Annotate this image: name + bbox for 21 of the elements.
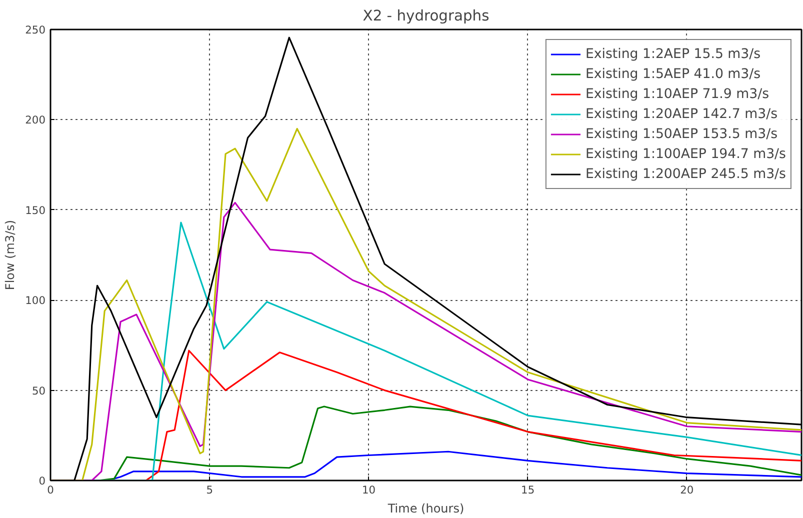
legend-label: Existing 1:2AEP 15.5 m3/s (585, 46, 761, 62)
y-tick-label: 150 (25, 204, 46, 217)
x-axis-title: Time (hours) (386, 502, 464, 516)
x-tick-label: 0 (47, 484, 54, 496)
y-tick-label: 100 (25, 294, 46, 308)
legend-label: Existing 1:100AEP 194.7 m3/s (585, 146, 786, 162)
legend-label: Existing 1:10AEP 71.9 m3/s (585, 86, 770, 102)
y-tick-label: 50 (32, 384, 46, 398)
x-tick-label: 20 (680, 484, 694, 496)
legend-label: Existing 1:200AEP 245.5 m3/s (585, 166, 786, 182)
legend-label: Existing 1:50AEP 153.5 m3/s (585, 126, 778, 142)
x-tick-label: 10 (362, 484, 376, 496)
x-tick-label: 15 (521, 484, 535, 496)
y-tick-label: 200 (25, 114, 46, 127)
legend-label: Existing 1:20AEP 142.7 m3/s (585, 106, 778, 122)
y-tick-label: 250 (25, 24, 46, 36)
y-axis-title: Flow (m3/s) (3, 220, 18, 290)
legend-label: Existing 1:5AEP 41.0 m3/s (585, 66, 761, 82)
y-tick-label: 0 (38, 474, 46, 488)
x-tick-label: 5 (206, 484, 213, 496)
chart-title: X2 - hydrographs (362, 8, 490, 24)
